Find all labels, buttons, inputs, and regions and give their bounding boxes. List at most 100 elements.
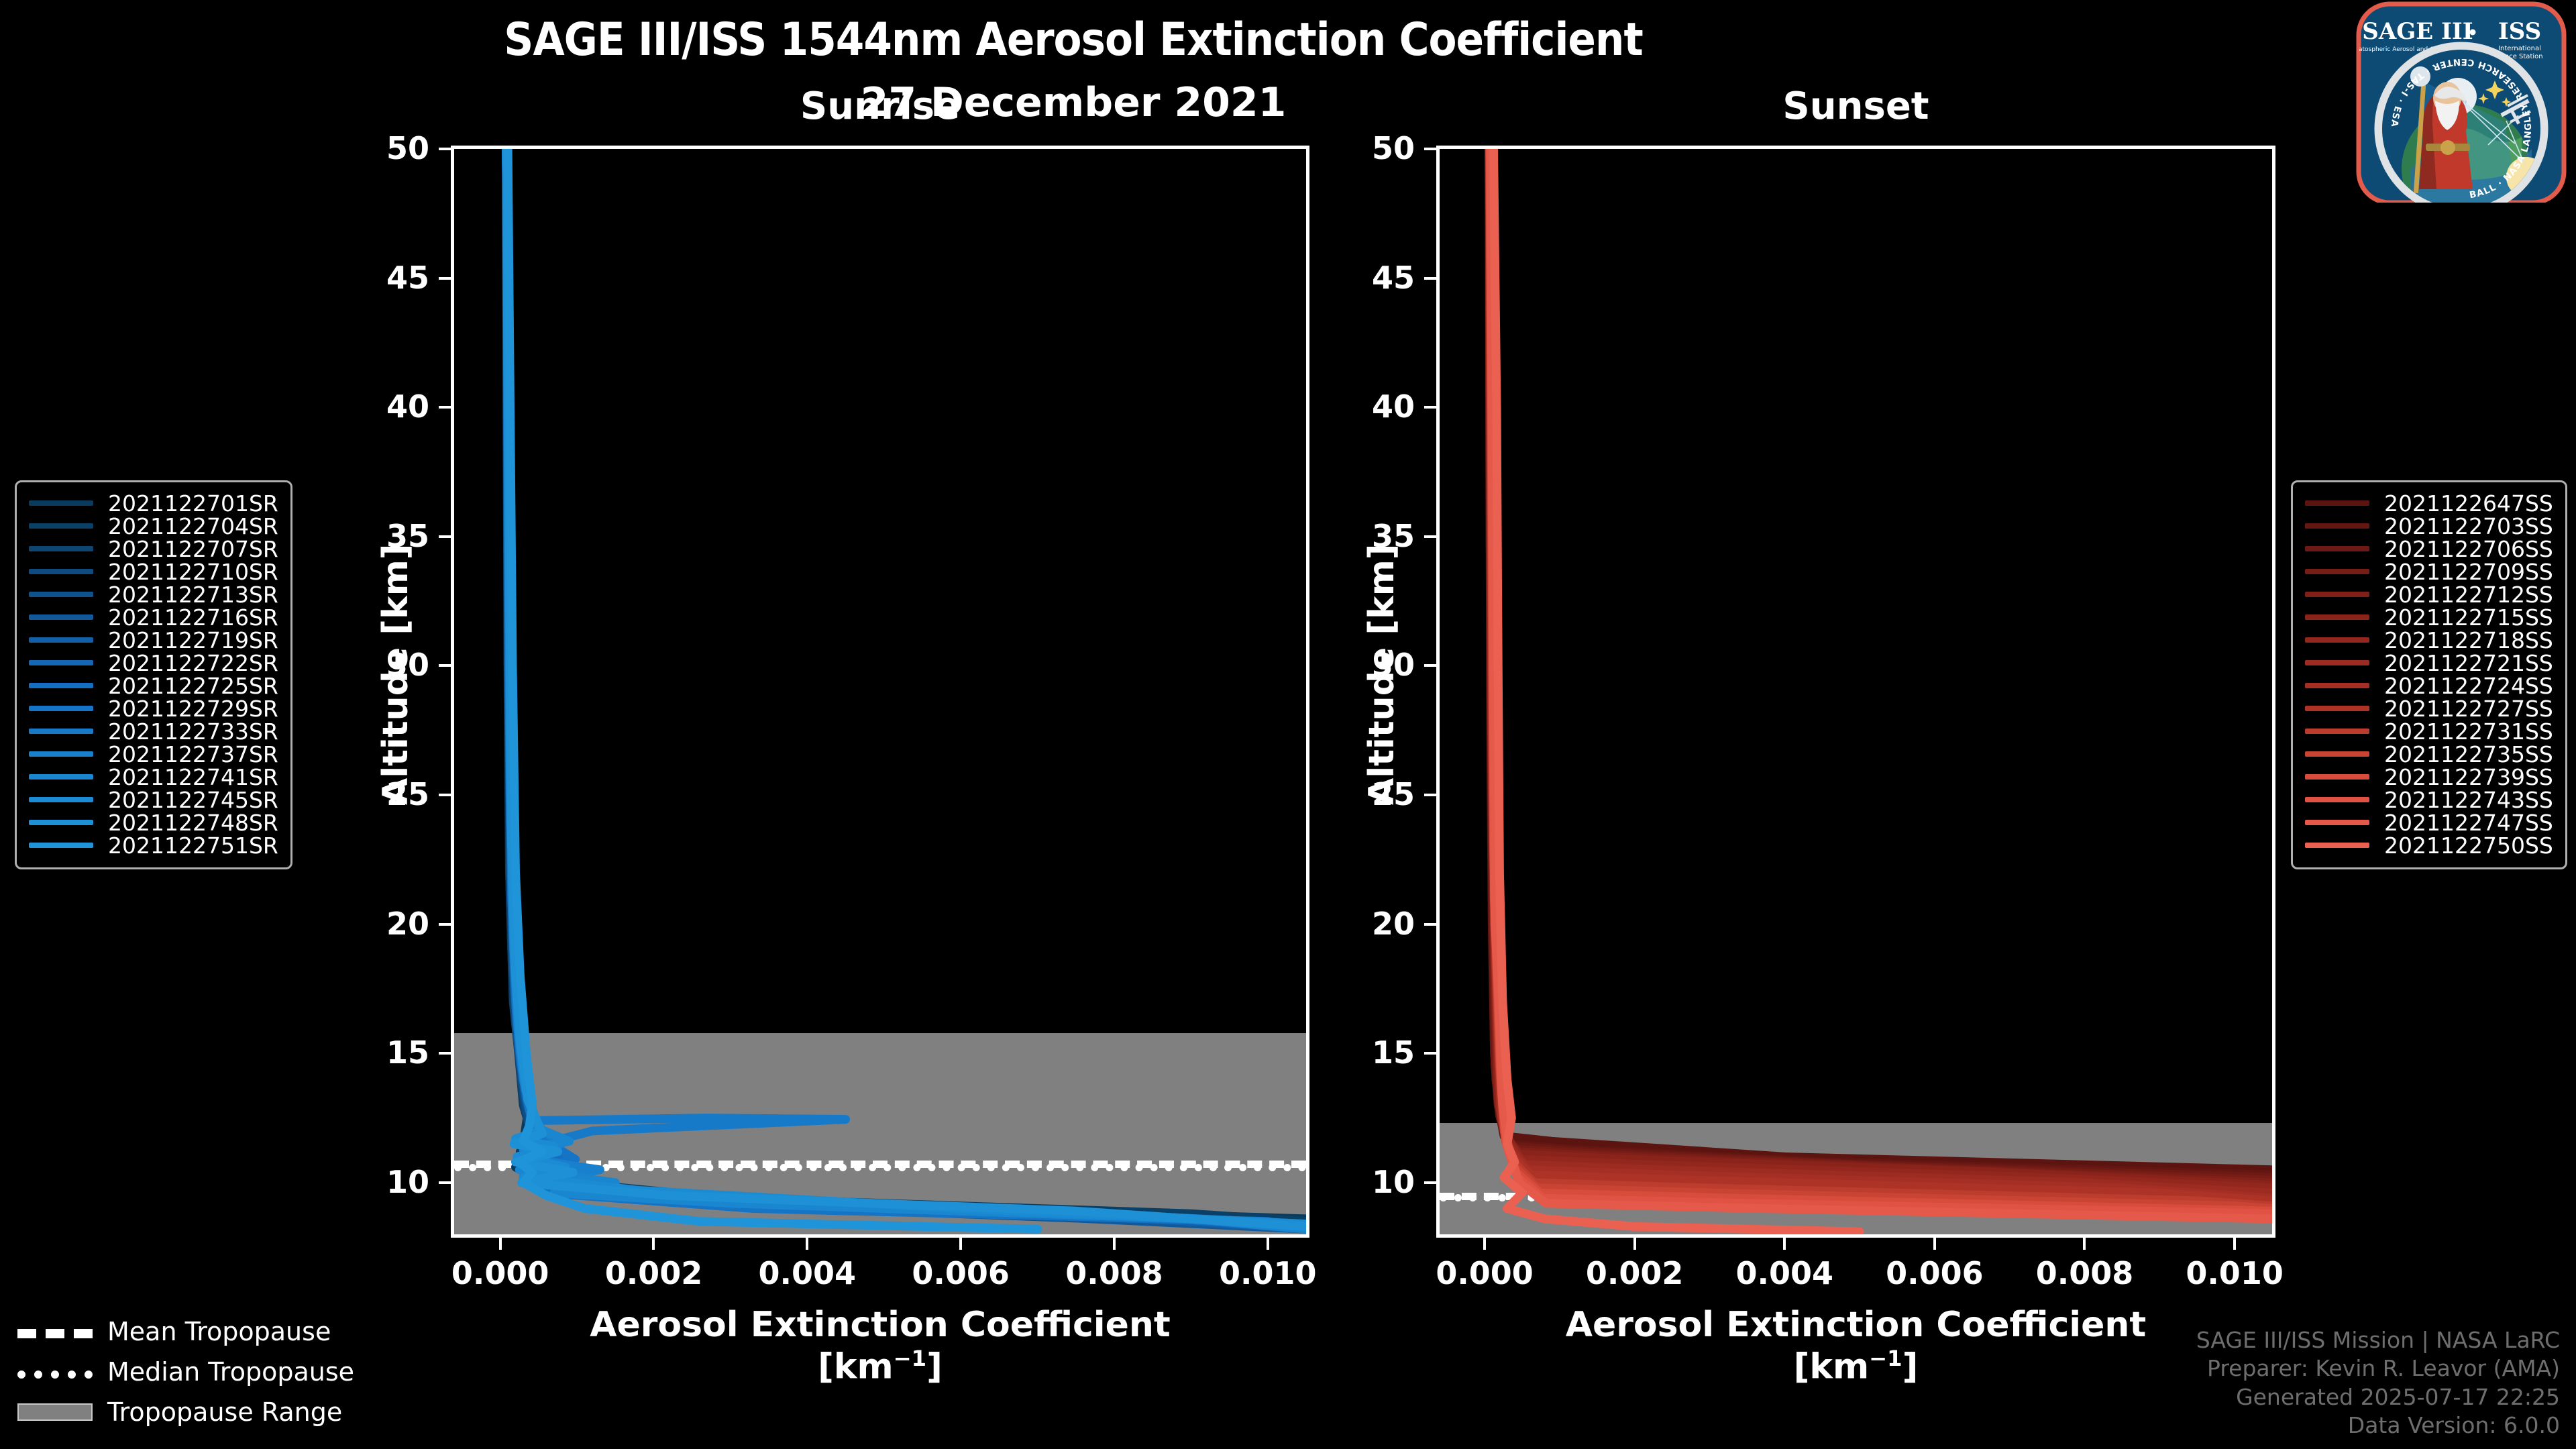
legend-item[interactable]: 2021122743SS — [2305, 787, 2553, 813]
y-axis-tick — [1424, 1181, 1436, 1184]
y-axis-tick-label: 10 — [386, 1163, 429, 1200]
mean-tropopause-label: Mean Tropopause — [107, 1317, 331, 1346]
y-axis-tick-label: 35 — [386, 517, 429, 554]
legend-item-label: 2021122751SR — [108, 832, 278, 859]
series-line — [502, 149, 1306, 1226]
legend-item[interactable]: 2021122701SR — [29, 490, 278, 517]
series-line — [1485, 149, 2272, 1182]
legend-item[interactable]: 2021122750SS — [2305, 833, 2553, 859]
legend-item-label: 2021122713SR — [108, 581, 278, 608]
y-axis-tick — [439, 406, 451, 409]
legend-color-swatch — [2305, 614, 2369, 620]
legend-item[interactable]: 2021122725SR — [29, 673, 278, 699]
sunrise-series-legend[interactable]: 2021122701SR 2021122704SR 2021122707SR 2021… — [15, 480, 292, 869]
legend-item[interactable]: 2021122747SS — [2305, 810, 2553, 836]
series-line — [502, 149, 1306, 1231]
x-axis-tick-label: 0.004 — [758, 1255, 857, 1291]
legend-color-swatch — [2305, 500, 2369, 506]
legend-item[interactable]: 2021122729SR — [29, 695, 278, 722]
legend-color-swatch — [29, 592, 93, 597]
x-axis-tick — [1266, 1238, 1269, 1250]
legend-item[interactable]: 2021122704SR — [29, 513, 278, 539]
legend-item[interactable]: 2021122731SS — [2305, 718, 2553, 745]
legend-item-label: 2021122718SS — [2384, 627, 2553, 653]
legend-item[interactable]: 2021122716SR — [29, 604, 278, 631]
legend-item-tropopause-range: Tropopause Range — [17, 1392, 354, 1432]
sunrise-plot-area — [451, 146, 1309, 1238]
legend-item[interactable]: 2021122712SS — [2305, 582, 2553, 608]
y-axis-tick — [1424, 1052, 1436, 1055]
legend-item[interactable]: 2021122724SS — [2305, 672, 2553, 699]
footer-mission: SAGE III/ISS Mission | NASA LaRC — [2196, 1327, 2560, 1354]
legend-item-label: 2021122748SR — [108, 809, 278, 836]
legend-item[interactable]: 2021122710SR — [29, 559, 278, 585]
legend-item[interactable]: 2021122739SS — [2305, 764, 2553, 790]
series-line — [502, 149, 1306, 1224]
legend-item[interactable]: 2021122751SR — [29, 832, 278, 859]
legend-item[interactable]: 2021122735SS — [2305, 741, 2553, 767]
legend-item[interactable]: 2021122727SS — [2305, 696, 2553, 722]
sunset-series-legend[interactable]: 2021122647SS 2021122703SS 2021122706SS 2021… — [2291, 480, 2567, 869]
legend-item[interactable]: 2021122745SR — [29, 787, 278, 813]
legend-item[interactable]: 2021122706SS — [2305, 535, 2553, 562]
y-axis-tick-label: 45 — [1371, 259, 1415, 296]
series-line — [502, 149, 1306, 1234]
x-axis-tick — [1633, 1238, 1636, 1250]
legend-item-label: 2021122716SR — [108, 604, 278, 631]
x-axis-tick — [806, 1238, 809, 1250]
legend-item-label: 2021122647SS — [2384, 490, 2553, 517]
series-line — [502, 149, 1306, 1229]
sunset-plot-clip — [1440, 149, 2272, 1234]
legend-item-label: 2021122703SS — [2384, 513, 2553, 539]
legend-color-swatch — [2305, 706, 2369, 711]
legend-item[interactable]: 2021122713SR — [29, 581, 278, 608]
legend-item[interactable]: 2021122748SR — [29, 809, 278, 836]
y-axis-tick-label: 10 — [1371, 1163, 1415, 1200]
legend-color-swatch — [29, 523, 93, 529]
median-tropopause-key-icon — [17, 1363, 93, 1381]
legend-color-swatch — [29, 820, 93, 825]
legend-item-median-tropopause: Median Tropopause — [17, 1352, 354, 1392]
legend-item-label: 2021122706SS — [2384, 535, 2553, 562]
x-axis-tick — [1483, 1238, 1487, 1250]
legend-item[interactable]: 2021122715SS — [2305, 604, 2553, 631]
y-axis-tick-label: 25 — [386, 776, 429, 813]
legend-item[interactable]: 2021122719SR — [29, 627, 278, 653]
sunset-plot-area — [1436, 146, 2275, 1238]
series-line — [1485, 149, 2272, 1185]
x-axis-tick-label: 0.010 — [2186, 1255, 2284, 1291]
legend-item[interactable]: 2021122707SR — [29, 535, 278, 562]
legend-item[interactable]: 2021122741SR — [29, 763, 278, 790]
x-axis-tick-label: 0.000 — [1436, 1255, 1534, 1291]
legend-item[interactable]: 2021122709SS — [2305, 559, 2553, 585]
y-axis-tick — [1424, 535, 1436, 538]
median-tropopause-label: Median Tropopause — [107, 1357, 354, 1387]
series-line — [1485, 149, 2272, 1179]
legend-item[interactable]: 2021122718SS — [2305, 627, 2553, 653]
legend-item[interactable]: 2021122647SS — [2305, 490, 2553, 517]
legend-item[interactable]: 2021122737SR — [29, 741, 278, 767]
legend-color-swatch — [29, 729, 93, 734]
legend-item-label: 2021122721SS — [2384, 649, 2553, 676]
legend-item[interactable]: 2021122722SR — [29, 649, 278, 676]
x-axis-tick — [498, 1238, 502, 1250]
legend-item[interactable]: 2021122703SS — [2305, 513, 2553, 539]
legend-item[interactable]: 2021122721SS — [2305, 649, 2553, 676]
legend-item-label: 2021122724SS — [2384, 672, 2553, 699]
x-axis-tick-label: 0.008 — [1065, 1255, 1163, 1291]
y-axis-tick-label: 30 — [386, 647, 429, 684]
legend-color-swatch — [2305, 569, 2369, 574]
y-axis-tick-label: 40 — [1371, 388, 1415, 425]
y-axis-tick-label: 50 — [386, 130, 429, 166]
legend-item-label: 2021122741SR — [108, 763, 278, 790]
legend-item[interactable]: 2021122733SR — [29, 718, 278, 745]
legend-item-label: 2021122729SR — [108, 695, 278, 722]
y-axis-tick-label: 50 — [1371, 130, 1415, 166]
tropopause-range-key-icon — [17, 1403, 93, 1421]
legend-item-label: 2021122722SR — [108, 649, 278, 676]
legend-color-swatch — [29, 637, 93, 643]
series-line — [1485, 149, 2272, 1197]
legend-item-label: 2021122707SR — [108, 535, 278, 562]
legend-color-swatch — [2305, 523, 2369, 529]
footer-generated: Generated 2025-07-17 22:25 — [2236, 1383, 2560, 1410]
